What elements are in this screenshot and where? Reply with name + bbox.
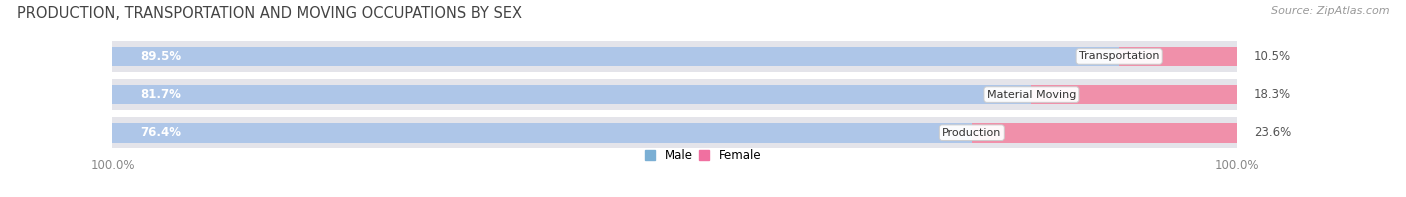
Bar — [112, 79, 1237, 110]
Bar — [972, 123, 1237, 143]
Text: Source: ZipAtlas.com: Source: ZipAtlas.com — [1271, 6, 1389, 16]
Text: 89.5%: 89.5% — [141, 50, 181, 63]
Bar — [112, 41, 1237, 72]
Bar — [1119, 46, 1237, 66]
Text: 81.7%: 81.7% — [141, 88, 181, 101]
Text: Transportation: Transportation — [1078, 51, 1160, 61]
Text: PRODUCTION, TRANSPORTATION AND MOVING OCCUPATIONS BY SEX: PRODUCTION, TRANSPORTATION AND MOVING OC… — [17, 6, 522, 21]
Text: 76.4%: 76.4% — [141, 126, 181, 139]
Text: Material Moving: Material Moving — [987, 90, 1076, 99]
Text: 18.3%: 18.3% — [1254, 88, 1291, 101]
Text: 23.6%: 23.6% — [1254, 126, 1291, 139]
Text: Production: Production — [942, 128, 1001, 138]
Bar — [112, 85, 1032, 104]
Bar — [112, 46, 1119, 66]
Legend: Male, Female: Male, Female — [645, 149, 761, 162]
Bar — [112, 123, 972, 143]
Bar — [112, 117, 1237, 148]
Bar — [1032, 85, 1237, 104]
Text: 10.5%: 10.5% — [1254, 50, 1291, 63]
